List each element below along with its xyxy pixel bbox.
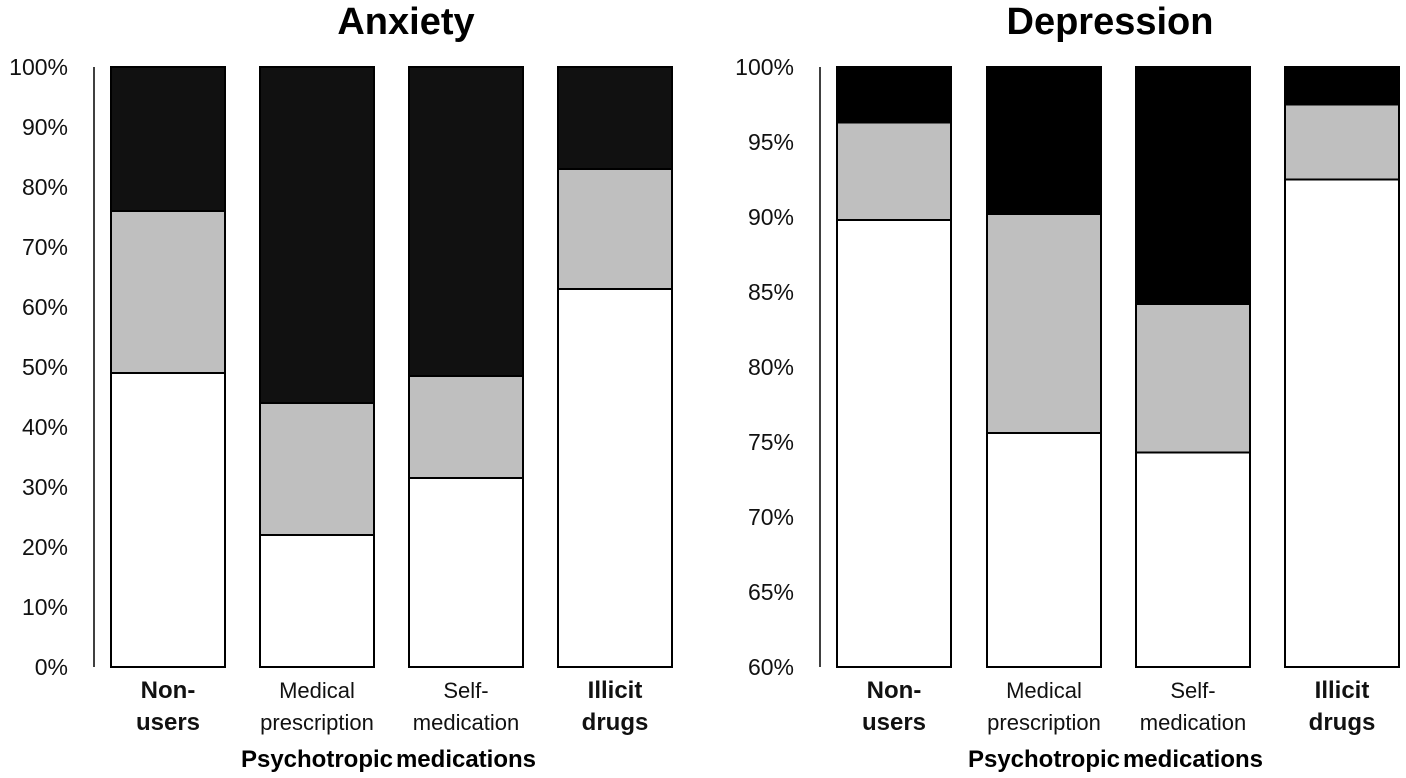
y-tick-label: 100% <box>9 54 68 80</box>
category-label: Self- <box>443 678 488 703</box>
y-tick-label: 100% <box>735 54 794 80</box>
group-label: Psychotropic <box>241 746 393 773</box>
y-tick-label: 70% <box>22 234 68 260</box>
bar-medical-prescription <box>259 66 375 668</box>
bar-segment-white <box>557 288 673 668</box>
y-tick-label: 90% <box>748 204 794 230</box>
y-tick-label: 40% <box>22 414 68 440</box>
bar-segment-gray <box>408 375 524 479</box>
bar-segment-gray <box>1135 303 1251 454</box>
bar-segment-white <box>110 372 226 668</box>
bar-segment-black <box>1284 66 1400 106</box>
category-label: Non- <box>867 677 922 704</box>
y-tick-label: 20% <box>22 534 68 560</box>
bar-segment-black <box>1135 66 1251 305</box>
bar-segment-black <box>836 66 952 124</box>
bar-segment-black <box>110 66 226 212</box>
category-label: Medical <box>1006 678 1082 703</box>
depression-chart: Depression 60% 65% 70% 75% 80% 85% 90% 95% 100% No… <box>735 1 1400 773</box>
y-tick-label: 85% <box>748 279 794 305</box>
bar-segment-black <box>408 66 524 377</box>
y-tick-label: 80% <box>748 354 794 380</box>
bar-segment-gray <box>110 210 226 374</box>
category-label: Illicit <box>1315 677 1370 704</box>
category-label: medication <box>413 710 519 735</box>
category-label: prescription <box>260 710 374 735</box>
y-tick-label: 0% <box>35 654 68 680</box>
chart-title: Depression <box>1007 1 1214 43</box>
bar-segment-black <box>259 66 375 404</box>
chart-title: Anxiety <box>337 1 474 43</box>
category-label: Non- <box>141 677 196 704</box>
bar-segment-black <box>557 66 673 170</box>
bar-segment-white <box>1135 451 1251 668</box>
category-label: users <box>136 709 200 736</box>
group-label: Psychotropic <box>968 746 1120 773</box>
bar-segment-white <box>259 534 375 668</box>
category-label: Self- <box>1170 678 1215 703</box>
y-tick-label: 75% <box>748 429 794 455</box>
bar-segment-white <box>408 477 524 668</box>
y-tick-label: 60% <box>748 654 794 680</box>
y-tick-label: 70% <box>748 504 794 530</box>
bar-segment-gray <box>557 168 673 290</box>
bar-medical-prescription <box>986 66 1102 668</box>
bar-segment-white <box>1284 178 1400 668</box>
y-tick-label: 60% <box>22 294 68 320</box>
group-label: medications <box>1123 746 1263 773</box>
bar-segment-gray <box>1284 103 1400 181</box>
y-tick-label: 10% <box>22 594 68 620</box>
bar-segment-white <box>836 219 952 668</box>
category-label: users <box>862 709 926 736</box>
category-label: drugs <box>1309 709 1376 736</box>
anxiety-chart: Anxiety 0% 10% 20% 30% 40% 50% 60% 70% 80% 90% 100%… <box>9 1 673 773</box>
category-label: medication <box>1140 710 1246 735</box>
bar-segment-black <box>986 66 1102 215</box>
y-tick-label: 30% <box>22 474 68 500</box>
y-tick-label: 80% <box>22 174 68 200</box>
group-label: medications <box>396 746 536 773</box>
bar-segment-gray <box>259 402 375 536</box>
y-tick-label: 90% <box>22 114 68 140</box>
y-tick-label: 95% <box>748 129 794 155</box>
y-tick-label: 65% <box>748 579 794 605</box>
category-label: Medical <box>279 678 355 703</box>
y-tick-label: 50% <box>22 354 68 380</box>
bar-non-users <box>110 66 226 668</box>
category-label: prescription <box>987 710 1101 735</box>
bar-segment-gray <box>986 213 1102 434</box>
category-label: drugs <box>582 709 649 736</box>
bar-illicit-drugs <box>1284 66 1400 668</box>
bar-non-users <box>836 66 952 668</box>
bar-segment-gray <box>836 121 952 221</box>
category-label: Illicit <box>588 677 643 704</box>
bar-self-medication <box>1135 66 1251 668</box>
bar-self-medication <box>408 66 524 668</box>
bar-illicit-drugs <box>557 66 673 668</box>
bar-segment-white <box>986 432 1102 668</box>
